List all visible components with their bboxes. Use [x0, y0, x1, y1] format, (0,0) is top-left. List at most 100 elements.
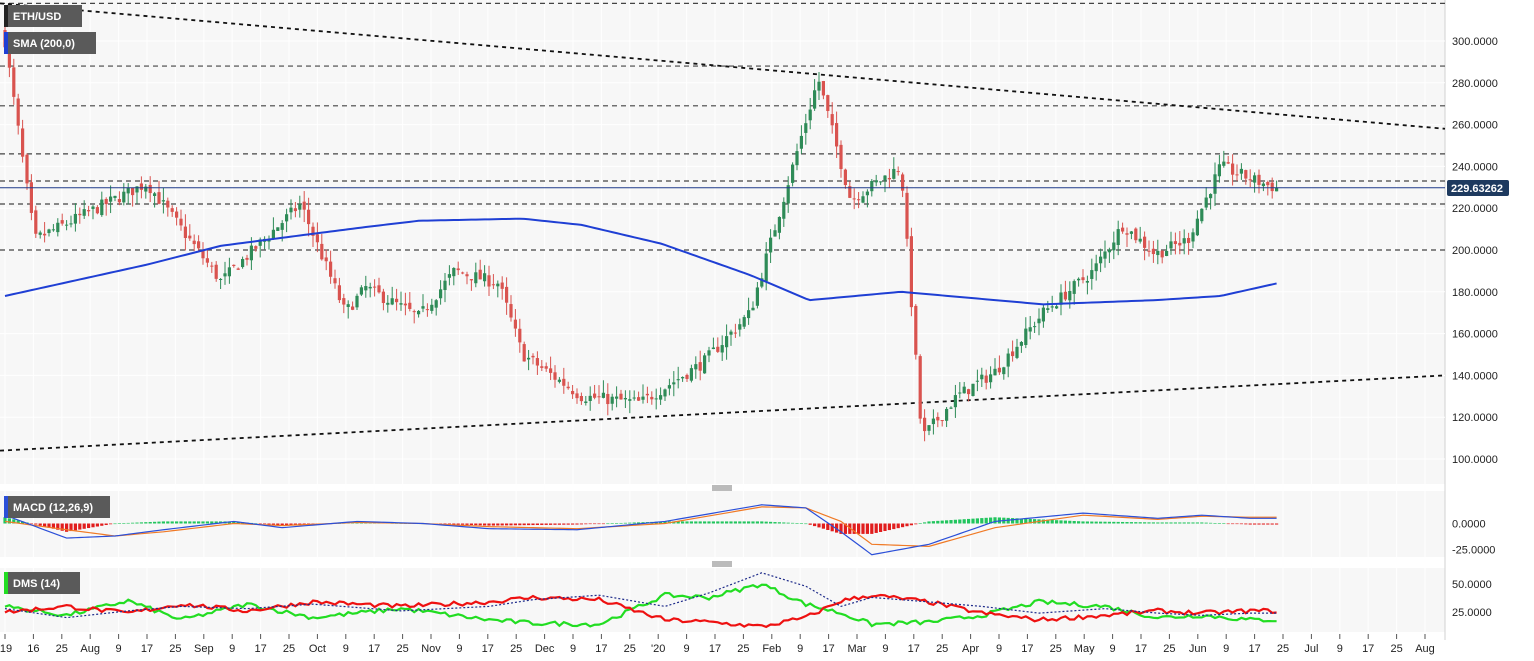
candle-body: [12, 67, 16, 97]
macd-histogram-bar: [729, 521, 733, 524]
candle-body: [628, 399, 632, 401]
candle-body: [197, 241, 201, 249]
candle-body: [1107, 249, 1111, 253]
macd-histogram-bar: [289, 523, 293, 526]
legend-macd[interactable]: MACD (12,26,9): [4, 496, 110, 518]
x-tick-label: 17: [368, 643, 380, 655]
x-tick-label: 25: [1050, 643, 1062, 655]
macd-histogram-bar: [1072, 521, 1076, 524]
candle-body: [373, 286, 377, 288]
macd-histogram-bar: [1160, 522, 1164, 524]
candle-body: [830, 114, 834, 126]
legend-sma[interactable]: SMA (200,0): [4, 32, 96, 54]
x-tick-label: 25: [737, 643, 749, 655]
sma-200-line: [4, 217, 1277, 306]
candle-body: [707, 350, 711, 356]
candle-body: [205, 258, 209, 263]
macd-signal-line: [4, 506, 1277, 547]
macd-histogram-bar: [782, 522, 786, 524]
resize-handle-dms[interactable]: [712, 561, 732, 567]
grid: [0, 0, 1445, 640]
macd-histogram-bar: [751, 521, 755, 524]
candle-body: [716, 346, 720, 352]
macd-histogram-bar: [1165, 522, 1169, 524]
candle-body: [395, 298, 399, 303]
macd-histogram-bar: [962, 519, 966, 524]
candle-body: [333, 278, 337, 284]
macd-histogram-bar: [232, 521, 236, 524]
candle-body: [223, 273, 227, 277]
candle-body: [1191, 232, 1195, 242]
x-tick-label: 9: [343, 643, 349, 655]
macd-histogram-bar: [980, 518, 984, 524]
legend-symbol[interactable]: ETH/USD: [4, 5, 82, 27]
candle-body: [298, 204, 302, 210]
candle-body: [232, 264, 236, 267]
macd-tick-label: -25.0000: [1452, 545, 1495, 557]
candle-body: [131, 187, 135, 196]
legend-sma-label: SMA (200,0): [13, 38, 75, 50]
candle-body: [491, 284, 495, 286]
candle-body: [109, 196, 113, 202]
candle-body: [852, 198, 856, 200]
candle-body: [817, 81, 821, 91]
candle-body: [518, 328, 522, 343]
x-tick-label: 17: [709, 643, 721, 655]
candle-body: [839, 144, 843, 170]
candle-body: [764, 253, 768, 282]
candle-body: [615, 396, 619, 399]
macd-histogram-bar: [791, 522, 795, 524]
macd-histogram-bar: [1011, 518, 1015, 524]
candle-body: [698, 362, 702, 371]
candle-body: [1112, 242, 1116, 251]
candle-body: [1081, 277, 1085, 281]
candle-body: [1094, 263, 1098, 272]
macd-histogram-bar: [148, 521, 152, 524]
macd-histogram-bar: [3, 517, 7, 524]
dms-tick-label: 25.0000: [1452, 607, 1492, 619]
candle-body: [1143, 236, 1147, 248]
candle-body: [201, 250, 205, 259]
candle-body: [474, 272, 478, 284]
x-tick-label: Oct: [309, 643, 326, 655]
macd-histogram-bar: [465, 523, 469, 525]
candle-body: [623, 397, 627, 400]
x-tick-label: Dec: [535, 643, 555, 655]
macd-histogram-bar: [1015, 518, 1019, 524]
macd-histogram-bar: [1134, 522, 1138, 524]
macd-histogram-bar: [923, 522, 927, 524]
macd-histogram-bar: [562, 523, 566, 525]
macd-histogram-bar: [144, 522, 148, 524]
candle-body: [311, 226, 315, 236]
macd-histogram-bar: [263, 523, 267, 525]
candle-body: [945, 408, 949, 421]
candle-body: [795, 151, 799, 166]
resize-handle-macd[interactable]: [712, 485, 732, 491]
macd-histogram-bar: [742, 521, 746, 524]
macd-histogram-bar: [38, 523, 42, 526]
candle-body: [1231, 163, 1235, 175]
x-tick-label: Apr: [962, 643, 979, 655]
macd-histogram-bar: [157, 521, 161, 524]
trendline: [0, 2, 1446, 130]
candle-body: [782, 201, 786, 219]
legend-symbol-label: ETH/USD: [13, 11, 61, 23]
macd-histogram-bar: [1024, 518, 1028, 524]
candle-body: [971, 383, 975, 396]
macd-histogram-bar: [47, 523, 51, 528]
macd-histogram-bar: [553, 523, 557, 525]
macd-histogram-bar: [623, 522, 627, 524]
candle-body: [1261, 183, 1265, 187]
macd-histogram-bar: [192, 521, 196, 524]
macd-histogram-bar: [1041, 519, 1045, 524]
candle-body: [293, 208, 297, 212]
macd-histogram-bar: [104, 523, 108, 526]
x-tick-label: 25: [1390, 643, 1402, 655]
macd-histogram-bar: [606, 523, 610, 525]
legend-dms[interactable]: DMS (14): [4, 572, 80, 594]
candle-body: [905, 192, 909, 239]
macd-histogram-bar: [716, 521, 720, 524]
candle-body: [909, 236, 913, 308]
candle-body: [1156, 250, 1160, 256]
